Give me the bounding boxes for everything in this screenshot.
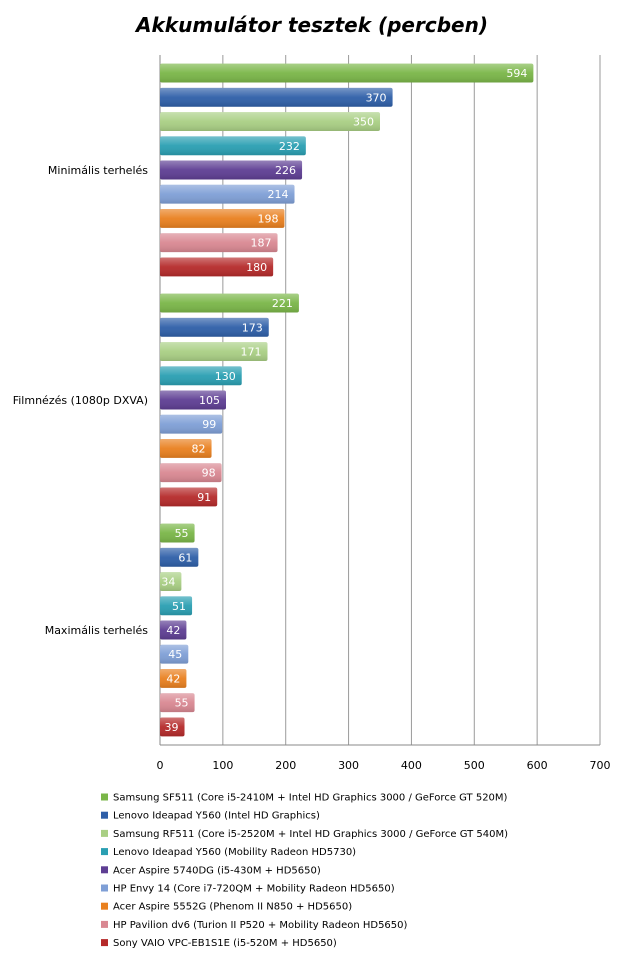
bar-highlight <box>160 487 218 507</box>
bar-highlight <box>160 233 278 253</box>
data-label: 187 <box>251 237 272 250</box>
data-label: 51 <box>172 600 186 613</box>
x-tick-labels: 0 100 200 300 400 500 600 700 <box>157 759 611 772</box>
legend-entry: Sony VAIO VPC-EB1S1E (i5-520M + HD5650) <box>113 938 337 949</box>
bar-highlight <box>160 596 193 616</box>
legend-swatch <box>101 866 108 874</box>
x-tick-label: 300 <box>338 759 359 772</box>
legend-entry: Acer Aspire 5552G (Phenom II N850 + HD56… <box>113 902 352 913</box>
legend-entry: Lenovo Ideapad Y560 (Intel HD Graphics) <box>113 811 320 822</box>
data-label: 232 <box>279 140 300 153</box>
bar-highlight <box>160 87 393 107</box>
data-label: 82 <box>192 442 206 455</box>
legend-swatch <box>101 811 108 819</box>
data-label: 130 <box>215 370 236 383</box>
bar-highlight <box>160 693 195 713</box>
legend-swatch <box>101 939 108 947</box>
data-label: 198 <box>257 212 278 225</box>
data-label: 105 <box>199 394 220 407</box>
bar-highlight <box>160 463 222 483</box>
legend-swatch <box>101 884 108 892</box>
legend-swatch <box>101 902 108 910</box>
legend-entry: Samsung SF511 (Core i5-2410M + Intel HD … <box>113 793 508 804</box>
bar-highlight <box>160 366 242 386</box>
legend-swatch <box>101 848 108 856</box>
legend-entry: Acer Aspire 5740DG (i5-430M + HD5650) <box>113 865 321 876</box>
bar-highlight <box>160 257 274 277</box>
category-label: Minimális terhelés <box>48 164 148 177</box>
bar-highlight <box>160 414 223 434</box>
data-label: 99 <box>202 418 216 431</box>
bar-highlight <box>160 342 268 362</box>
bar-highlight <box>160 717 185 737</box>
bar-highlight <box>160 293 299 313</box>
data-label: 350 <box>353 116 374 129</box>
data-label: 214 <box>268 188 289 201</box>
bar-highlight <box>160 208 285 228</box>
bar-highlight <box>160 644 189 664</box>
data-label: 171 <box>240 346 261 359</box>
bar-highlight <box>160 184 295 204</box>
bar-highlight <box>160 547 199 567</box>
data-label: 42 <box>166 672 180 685</box>
bar-highlight <box>160 112 380 132</box>
data-label: 55 <box>175 697 189 710</box>
x-tick-label: 500 <box>464 759 485 772</box>
bar-highlight <box>160 160 303 180</box>
x-tick-label: 100 <box>212 759 233 772</box>
legend-entry: HP Pavilion dv6 (Turion II P520 + Mobili… <box>113 920 408 931</box>
category-label: Filmnézés (1080p DXVA) <box>13 394 148 407</box>
bar-highlight <box>160 572 182 592</box>
legend: Samsung SF511 (Core i5-2410M + Intel HD … <box>101 793 508 949</box>
data-label: 98 <box>202 467 216 480</box>
data-label: 180 <box>246 261 267 274</box>
bar-highlight <box>160 136 306 156</box>
data-label: 39 <box>165 721 179 734</box>
data-label: 173 <box>242 321 263 334</box>
x-tick-label: 400 <box>401 759 422 772</box>
data-label: 226 <box>275 164 296 177</box>
data-label: 45 <box>168 648 182 661</box>
data-label: 42 <box>166 624 180 637</box>
legend-swatch <box>101 829 108 837</box>
gridlines <box>222 55 601 745</box>
legend-entry: Lenovo Ideapad Y560 (Mobility Radeon HD5… <box>113 847 356 858</box>
bar-highlight <box>160 523 195 543</box>
category-label: Maximális terhelés <box>45 624 149 637</box>
x-tick-label: 700 <box>590 759 611 772</box>
legend-swatch <box>101 920 108 928</box>
x-tick-label: 200 <box>275 759 296 772</box>
chart-title: Akkumulátor tesztek (percben) <box>134 13 488 37</box>
bar-highlight <box>160 63 534 83</box>
data-label: 34 <box>161 576 175 589</box>
bar-highlight <box>160 438 212 458</box>
x-tick-label: 600 <box>527 759 548 772</box>
bar-highlight <box>160 390 226 410</box>
data-label: 91 <box>197 491 211 504</box>
data-label: 221 <box>272 297 293 310</box>
x-tick-label: 0 <box>157 759 164 772</box>
data-label: 594 <box>506 67 527 80</box>
bar-highlight <box>160 317 269 337</box>
legend-swatch <box>101 793 108 801</box>
category-labels: Minimális terhelés Filmnézés (1080p DXVA)… <box>13 164 149 637</box>
bars: 594 370 350 232 226 214 198 187 180 221 173 171 130 1… <box>160 63 534 737</box>
bar-highlight <box>160 668 187 688</box>
data-label: 61 <box>178 551 192 564</box>
legend-entry: Samsung RF511 (Core i5-2520M + Intel HD … <box>113 829 508 840</box>
legend-entry: HP Envy 14 (Core i7-720QM + Mobility Rad… <box>113 884 395 895</box>
data-label: 370 <box>366 91 387 104</box>
bar-highlight <box>160 620 187 640</box>
data-label: 55 <box>175 527 189 540</box>
